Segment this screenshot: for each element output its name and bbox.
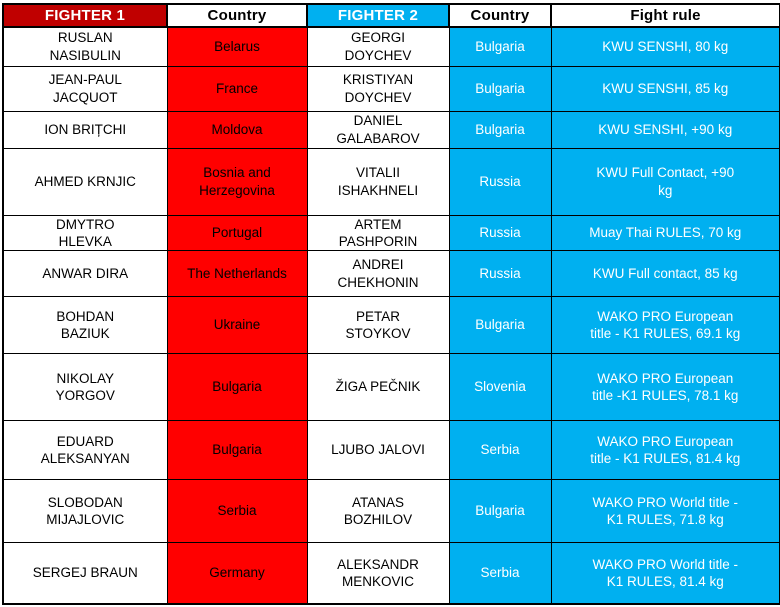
fighter2-country: Serbia [448,542,552,605]
fight-rule: KWU SENSHI, +90 kg [550,110,780,149]
fighter2-country: Bulgaria [448,479,552,544]
fighter2-name: ŽIGA PEČNIK [306,353,450,422]
table-row: BOHDAN BAZIUK Ukraine PETAR STOYKOV Bulg… [2,296,780,355]
fighter1-country: Portugal [166,214,308,252]
fight-rule: WAKO PRO European title - K1 RULES, 69.1… [550,296,780,355]
fighter1-country: Serbia [166,479,308,544]
fighter1-name: BOHDAN BAZIUK [2,296,168,355]
fighter2-country: Russia [448,214,552,252]
fight-rule: WAKO PRO World title - K1 RULES, 81.4 kg [550,542,780,605]
fight-rule: KWU Full contact, 85 kg [550,250,780,298]
header-row: FIGHTER 1 Country FIGHTER 2 Country Figh… [2,3,780,28]
fighter1-country: Bulgaria [166,420,308,481]
fighter1-country: Germany [166,542,308,605]
fighter2-name: DANIEL GALABAROV [306,110,450,149]
fighter2-name: ARTEM PASHPORIN [306,214,450,252]
fighter1-country: Bulgaria [166,353,308,422]
fight-rule: KWU Full Contact, +90 kg [550,147,780,216]
header-country1: Country [166,3,308,28]
fighter2-country: Russia [448,147,552,216]
fighter1-name: ANWAR DIRA [2,250,168,298]
table-row: EDUARD ALEKSANYAN Bulgaria LJUBO JALOVI … [2,420,780,481]
fight-rule: Muay Thai RULES, 70 kg [550,214,780,252]
fighter1-country: Belarus [166,26,308,67]
fight-card-table: FIGHTER 1 Country FIGHTER 2 Country Figh… [2,3,780,605]
fighter1-country: Ukraine [166,296,308,355]
fight-rule: WAKO PRO European title -K1 RULES, 78.1 … [550,353,780,422]
fight-rule: KWU SENSHI, 85 kg [550,65,780,112]
fight-rule: KWU SENSHI, 80 kg [550,26,780,67]
fighter2-country: Bulgaria [448,110,552,149]
fighter2-country: Bulgaria [448,296,552,355]
fighter1-name: AHMED KRNJIC [2,147,168,216]
table-row: ANWAR DIRA The Netherlands ANDREI CHEKHO… [2,250,780,298]
table-row: SLOBODAN MIJAJLOVIC Serbia ATANAS BOZHIL… [2,479,780,544]
fighter2-name: LJUBO JALOVI [306,420,450,481]
fighter2-name: KRISTIYAN DOYCHEV [306,65,450,112]
header-fighter2: FIGHTER 2 [306,3,450,28]
fighter2-name: ANDREI CHEKHONIN [306,250,450,298]
fighter1-country: Moldova [166,110,308,149]
fighter1-name: ION BRIȚCHI [2,110,168,149]
fighter1-name: NIKOLAY YORGOV [2,353,168,422]
table-row: ION BRIȚCHI Moldova DANIEL GALABAROV Bul… [2,110,780,149]
fighter2-country: Bulgaria [448,65,552,112]
fighter1-name: SLOBODAN MIJAJLOVIC [2,479,168,544]
fighter1-name: EDUARD ALEKSANYAN [2,420,168,481]
fighter2-country: Slovenia [448,353,552,422]
fight-rule: WAKO PRO European title - K1 RULES, 81.4… [550,420,780,481]
fighter2-name: VITALII ISHAKHNELI [306,147,450,216]
fighter1-country: Bosnia and Herzegovina [166,147,308,216]
fighter1-country: The Netherlands [166,250,308,298]
fight-rule: WAKO PRO World title - K1 RULES, 71.8 kg [550,479,780,544]
fighter2-name: PETAR STOYKOV [306,296,450,355]
fighter1-name: DMYTRO HLEVKA [2,214,168,252]
fighter2-name: ATANAS BOZHILOV [306,479,450,544]
header-country2: Country [448,3,552,28]
fighter1-country: France [166,65,308,112]
fighter1-name: SERGEJ BRAUN [2,542,168,605]
table-row: RUSLAN NASIBULIN Belarus GEORGI DOYCHEV … [2,26,780,67]
table-row: SERGEJ BRAUN Germany ALEKSANDR MENKOVIC … [2,542,780,605]
fighter1-name: RUSLAN NASIBULIN [2,26,168,67]
fighter2-country: Serbia [448,420,552,481]
table-row: DMYTRO HLEVKA Portugal ARTEM PASHPORIN R… [2,214,780,252]
table-row: JEAN-PAUL JACQUOT France KRISTIYAN DOYCH… [2,65,780,112]
table-row: AHMED KRNJIC Bosnia and Herzegovina VITA… [2,147,780,216]
fighter2-name: GEORGI DOYCHEV [306,26,450,67]
fighter1-name: JEAN-PAUL JACQUOT [2,65,168,112]
header-fight-rule: Fight rule [550,3,780,28]
table-row: NIKOLAY YORGOV Bulgaria ŽIGA PEČNIK Slov… [2,353,780,422]
fighter2-country: Russia [448,250,552,298]
header-fighter1: FIGHTER 1 [2,3,168,28]
fighter2-country: Bulgaria [448,26,552,67]
fighter2-name: ALEKSANDR MENKOVIC [306,542,450,605]
